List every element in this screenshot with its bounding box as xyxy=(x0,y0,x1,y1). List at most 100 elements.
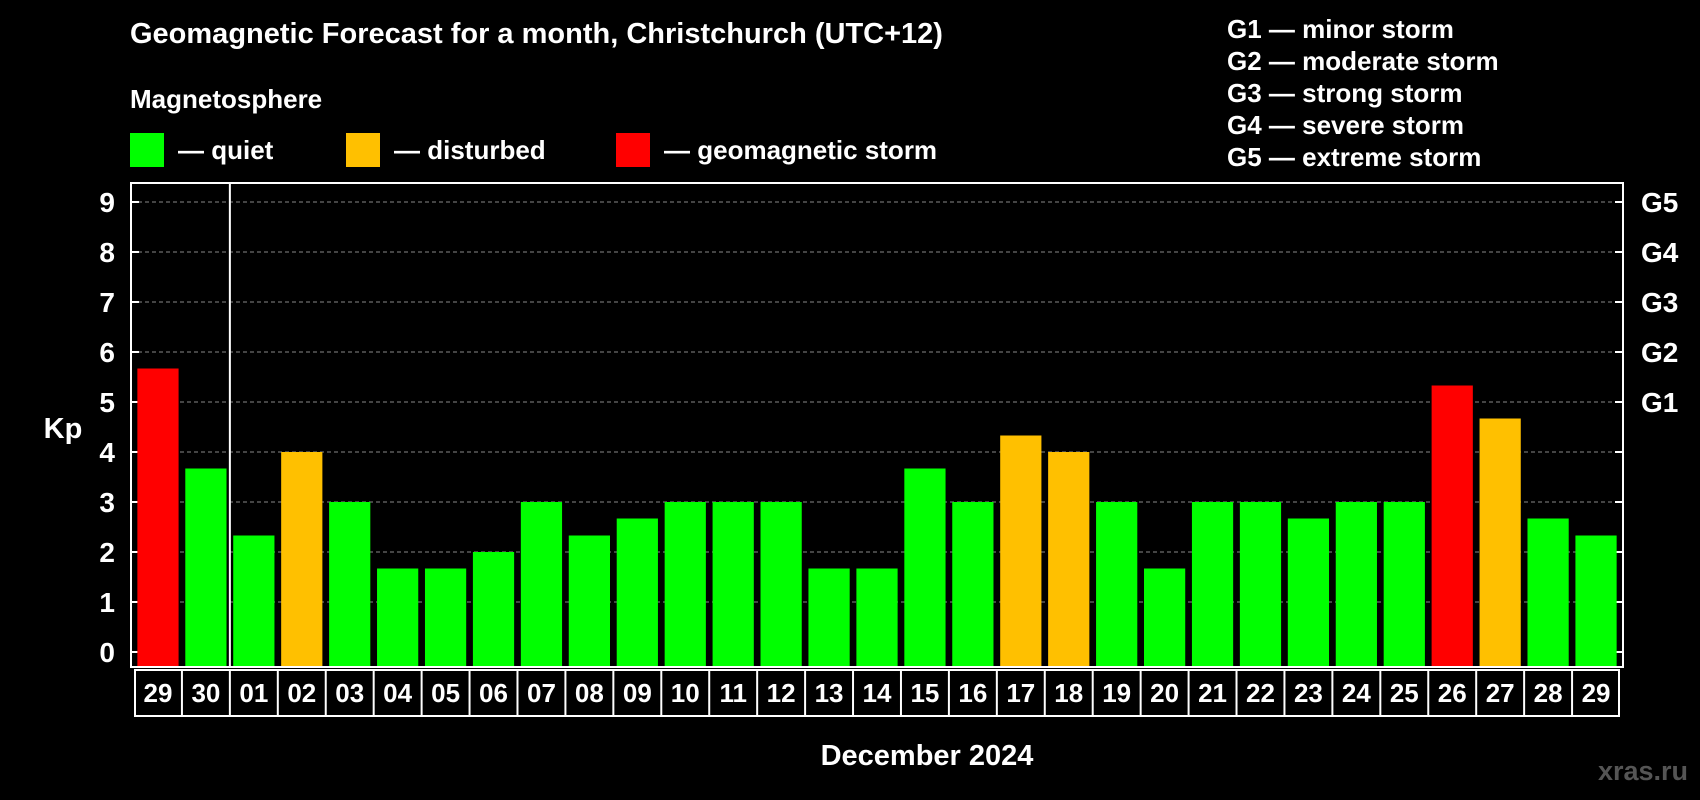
y-tick-label: 8 xyxy=(99,237,115,268)
x-tick-label: 13 xyxy=(815,678,844,708)
bar-quiet xyxy=(424,568,467,666)
x-tick-label: 05 xyxy=(431,678,460,708)
x-tick-label: 09 xyxy=(623,678,652,708)
g-axis-label: G5 xyxy=(1641,187,1678,218)
bar-quiet xyxy=(712,502,754,666)
plot-frame xyxy=(130,182,1624,668)
x-tick-label: 29 xyxy=(144,678,173,708)
bar-quiet xyxy=(233,535,275,666)
bar-disturbed xyxy=(281,452,323,666)
x-tick-label: 17 xyxy=(1006,678,1035,708)
x-tick-label: 06 xyxy=(479,678,508,708)
bar-disturbed xyxy=(1479,418,1521,666)
bar-quiet xyxy=(904,468,946,666)
bar-disturbed xyxy=(1048,452,1090,666)
storm-scale-g2: G2 — moderate storm xyxy=(1227,46,1499,76)
x-tick-label: 04 xyxy=(383,678,412,708)
y-tick-label: 1 xyxy=(99,587,115,618)
x-tick-label: 24 xyxy=(1342,678,1371,708)
y-tick-label: 4 xyxy=(99,437,115,468)
x-tick-label: 12 xyxy=(767,678,796,708)
bar-quiet xyxy=(616,518,658,666)
bar-quiet xyxy=(568,535,610,666)
legend-storm: — geomagnetic storm xyxy=(616,133,937,167)
x-tick-label: 28 xyxy=(1534,678,1563,708)
legend-label-storm: — geomagnetic storm xyxy=(664,134,938,165)
storm-scale-g1: G1 — minor storm xyxy=(1227,14,1454,44)
storm-scale-g3: G3 — strong storm xyxy=(1227,78,1463,108)
x-tick-label: 15 xyxy=(910,678,939,708)
x-tick-label: 11 xyxy=(719,678,747,708)
bar-quiet xyxy=(1096,502,1138,666)
legend-disturbed: — disturbed xyxy=(346,133,546,167)
bar-quiet xyxy=(1383,502,1425,666)
chart-title: Geomagnetic Forecast for a month, Christ… xyxy=(130,18,943,50)
x-tick-label: 01 xyxy=(239,678,268,708)
g-axis-label: G4 xyxy=(1641,237,1679,268)
bar-storm xyxy=(1431,385,1473,666)
bar-quiet xyxy=(472,552,515,666)
g-axis-label: G2 xyxy=(1641,337,1678,368)
y-tick-label: 2 xyxy=(99,537,115,568)
bar-quiet xyxy=(1287,518,1330,666)
legend-swatch-quiet xyxy=(130,133,164,167)
legend-quiet: — quiet xyxy=(130,133,273,167)
x-tick-label: 21 xyxy=(1198,678,1227,708)
bar-quiet xyxy=(520,502,563,666)
x-tick-label: 18 xyxy=(1054,678,1083,708)
bar-quiet xyxy=(329,502,371,666)
x-tick-label: 25 xyxy=(1390,678,1419,708)
x-tick-label: 16 xyxy=(958,678,987,708)
bar-quiet xyxy=(1191,502,1234,666)
x-tick-label: 03 xyxy=(335,678,364,708)
x-tick-label: 08 xyxy=(575,678,604,708)
bar-quiet xyxy=(1575,535,1617,666)
x-tick-label: 02 xyxy=(287,678,316,708)
watermark: xras.ru xyxy=(1597,756,1688,786)
g-axis-label: G1 xyxy=(1641,387,1678,418)
bar-quiet xyxy=(808,568,850,666)
x-tick-label: 30 xyxy=(191,678,220,708)
x-tick-label: 10 xyxy=(671,678,700,708)
storm-scale-g5: G5 — extreme storm xyxy=(1227,142,1482,172)
y-tick-label: 7 xyxy=(99,287,115,318)
y-axis-label: Kp xyxy=(44,413,83,445)
legend-swatch-disturbed xyxy=(346,133,380,167)
bar-quiet xyxy=(1527,518,1569,666)
bar-quiet xyxy=(1335,502,1377,666)
y-tick-label: 3 xyxy=(99,487,115,518)
x-tick-label: 19 xyxy=(1102,678,1131,708)
y-tick-label: 0 xyxy=(99,637,115,668)
bar-quiet xyxy=(952,502,994,666)
g-axis-label: G3 xyxy=(1641,287,1678,318)
x-tick-label: 26 xyxy=(1438,678,1467,708)
x-tick-label: 22 xyxy=(1246,678,1275,708)
storm-scale-legend: G1 — minor storm G2 — moderate storm G3 … xyxy=(1227,13,1499,173)
magnetosphere-label: Magnetosphere xyxy=(130,84,323,114)
x-tick-label: 14 xyxy=(863,678,892,708)
bar-disturbed xyxy=(1000,435,1042,666)
date-box-frame xyxy=(134,669,1620,717)
bar-quiet xyxy=(664,502,706,666)
x-tick-label: 29 xyxy=(1582,678,1611,708)
x-tick-label: 27 xyxy=(1486,678,1515,708)
x-tick-label: 20 xyxy=(1150,678,1179,708)
legend-label-quiet: — quiet xyxy=(178,134,274,165)
legend-swatch-storm xyxy=(616,133,650,167)
y-tick-label: 9 xyxy=(99,187,115,218)
y-tick-label: 6 xyxy=(99,337,115,368)
x-tick-label: 23 xyxy=(1294,678,1323,708)
bar-quiet xyxy=(1239,502,1282,666)
bar-quiet xyxy=(377,568,419,666)
bar-quiet xyxy=(856,568,898,666)
y-tick-label: 5 xyxy=(99,387,115,418)
x-axis-label: December 2024 xyxy=(821,740,1034,772)
bar-quiet xyxy=(1144,568,1186,666)
legend-label-disturbed: — disturbed xyxy=(394,134,546,165)
storm-scale-g4: G4 — severe storm xyxy=(1227,110,1465,140)
bar-storm xyxy=(137,368,179,666)
bar-quiet xyxy=(185,468,227,666)
x-tick-label: 07 xyxy=(527,678,556,708)
bar-quiet xyxy=(760,502,802,666)
